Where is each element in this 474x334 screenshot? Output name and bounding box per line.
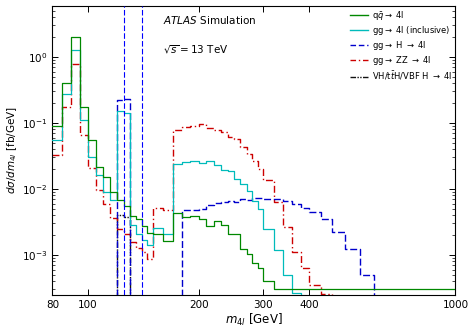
Y-axis label: $d\sigma/dm_{4l}\ [\mathrm{fb/GeV}]$: $d\sigma/dm_{4l}\ [\mathrm{fb/GeV}]$: [6, 106, 19, 194]
Text: $\mathbf{\it{ATLAS}}$ Simulation: $\mathbf{\it{ATLAS}}$ Simulation: [163, 14, 256, 26]
Legend: q$\bar{q}\rightarrow$ 4l, gg$\rightarrow$ 4l (inclusive), gg$\rightarrow$ H $\ri: q$\bar{q}\rightarrow$ 4l, gg$\rightarrow…: [348, 7, 454, 84]
X-axis label: $m_{4l}\ [\mathrm{GeV}]$: $m_{4l}\ [\mathrm{GeV}]$: [225, 312, 283, 328]
Text: $\sqrt{s}=13\ \mathrm{TeV}$: $\sqrt{s}=13\ \mathrm{TeV}$: [163, 43, 229, 56]
